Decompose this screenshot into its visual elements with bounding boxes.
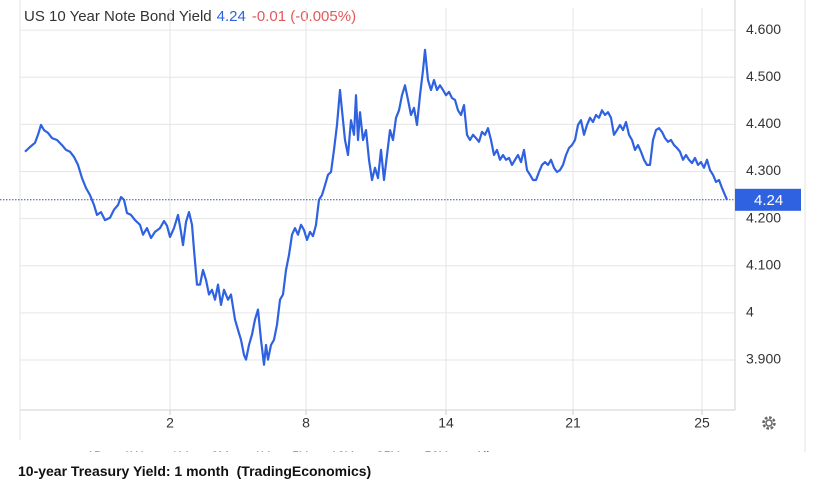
y-tick-label: 4.300 — [746, 162, 781, 178]
x-tick-label: 25 — [694, 415, 710, 431]
range-button[interactable]: 6M — [211, 448, 229, 452]
y-tick-label: 4.200 — [746, 209, 781, 225]
range-button[interactable]: 25Y — [376, 448, 399, 452]
y-tick-label: 4.500 — [746, 68, 781, 84]
x-tick-label: 21 — [565, 415, 581, 431]
range-button[interactable]: All — [475, 448, 490, 452]
chart-background — [0, 0, 805, 452]
x-tick-label: 14 — [438, 415, 454, 431]
y-tick-label: 3.900 — [746, 351, 781, 367]
range-button[interactable]: 10Y — [330, 448, 353, 452]
chart-title: US 10 Year Note Bond Yield — [24, 8, 212, 25]
y-tick-label: 4.600 — [746, 21, 781, 37]
price-line — [24, 48, 729, 366]
caption: 10-year Treasury Yield: 1 month (Trading… — [18, 463, 372, 479]
last-value: 4.24 — [217, 8, 246, 25]
y-tick-label: 4 — [746, 304, 754, 320]
range-button[interactable]: 1Y — [254, 448, 270, 452]
chart-header: US 10 Year Note Bond Yield 4.24 -0.01 (-0.… — [24, 8, 356, 25]
last-price-label: 4.24 — [754, 192, 783, 209]
y-tick-label: 4.400 — [746, 115, 781, 131]
range-button[interactable]: 1D — [87, 448, 104, 452]
last-price-tag — [735, 188, 801, 211]
range-button[interactable]: 1M — [171, 448, 189, 452]
settings-icon[interactable] — [762, 416, 776, 430]
chart: US 10 Year Note Bond Yield 4.24 -0.01 (-0.… — [0, 0, 806, 452]
y-tick-label: 4.100 — [746, 256, 781, 272]
x-tick-label: 2 — [166, 415, 174, 431]
range-button[interactable]: 1W — [123, 448, 143, 452]
change: -0.01 (-0.005%) — [252, 8, 356, 25]
x-tick-label: 8 — [302, 415, 310, 431]
range-button[interactable]: 50Y — [424, 448, 447, 452]
range-button[interactable]: 5Y — [292, 448, 308, 452]
